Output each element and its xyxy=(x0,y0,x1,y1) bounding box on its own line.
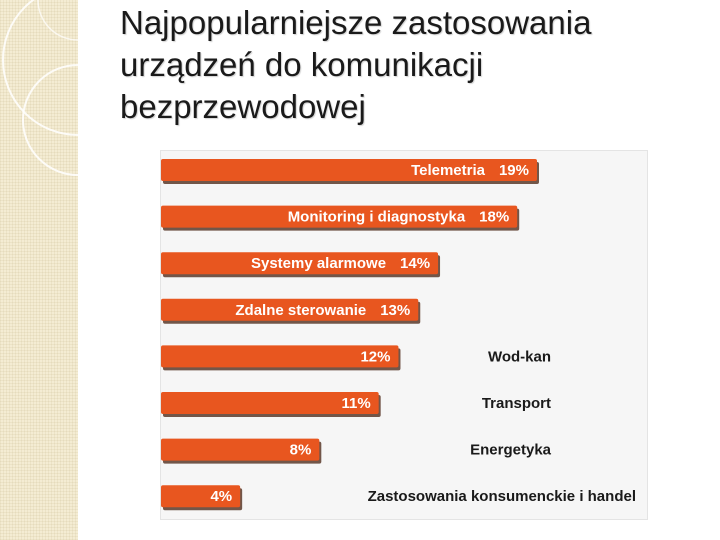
bar-group: 4% Zastosowania konsumenckie i handel xyxy=(161,485,636,511)
bar xyxy=(161,205,518,228)
bar-category-label: Wod-kan xyxy=(488,348,551,365)
bar-category-label: Systemy alarmowe xyxy=(251,255,386,272)
bar-group: 12% Wod-kan xyxy=(161,345,551,371)
chart-panel: 19% Telemetria 18% Monitoring i diagnostyka… xyxy=(160,150,648,520)
bar-value-label: 18% xyxy=(479,209,509,226)
bar-group: 13% Zdalne sterowanie xyxy=(161,298,421,324)
decorative-side-strip xyxy=(0,0,78,540)
decorative-circles-icon xyxy=(2,0,78,176)
bar xyxy=(161,298,419,321)
bar-category-label: Telemetria xyxy=(411,162,486,179)
bar-value-label: 12% xyxy=(360,348,390,365)
bar-value-label: 11% xyxy=(341,395,370,412)
bar xyxy=(161,345,399,368)
bar xyxy=(161,438,320,461)
bar-group: 14% Systemy alarmowe xyxy=(161,252,441,278)
bar-chart: 19% Telemetria 18% Monitoring i diagnostyka… xyxy=(161,159,636,511)
page-title: Najpopularniejsze zastosowania urządzeń … xyxy=(120,4,592,125)
bar-category-label: Zastosowania konsumenckie i handel xyxy=(368,488,636,505)
bar-group: 18% Monitoring i diagnostyka xyxy=(161,205,520,231)
bar-value-label: 8% xyxy=(290,442,312,459)
bar-category-label: Monitoring i diagnostyka xyxy=(288,209,466,226)
bar-category-label: Transport xyxy=(482,395,551,412)
bar-category-label: Zdalne sterowanie xyxy=(235,302,366,319)
bar xyxy=(161,392,379,414)
bar-category-label: Energetyka xyxy=(470,442,552,459)
bar-value-label: 13% xyxy=(380,302,410,319)
bar xyxy=(161,252,439,275)
bar-group: 11% Transport xyxy=(161,392,551,417)
bar xyxy=(161,159,537,181)
bar-value-label: 19% xyxy=(499,162,529,179)
bar-value-label: 14% xyxy=(400,255,430,272)
bar xyxy=(161,485,241,508)
bar-group: 8% Energetyka xyxy=(161,438,552,464)
bar-group: 19% Telemetria xyxy=(161,159,539,184)
bar-value-label: 4% xyxy=(210,488,232,505)
